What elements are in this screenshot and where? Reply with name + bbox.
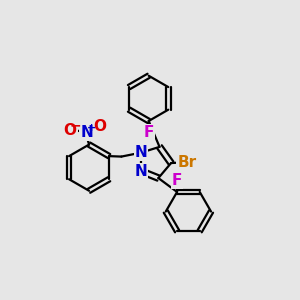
Text: O: O [94,118,107,134]
Text: −: − [69,118,81,132]
Text: N: N [135,164,147,178]
Text: F: F [172,173,182,188]
Text: O: O [64,123,76,138]
Text: N: N [135,145,147,160]
Text: F: F [143,125,154,140]
Text: Br: Br [177,155,196,170]
Text: +: + [87,123,97,133]
Text: N: N [80,125,93,140]
